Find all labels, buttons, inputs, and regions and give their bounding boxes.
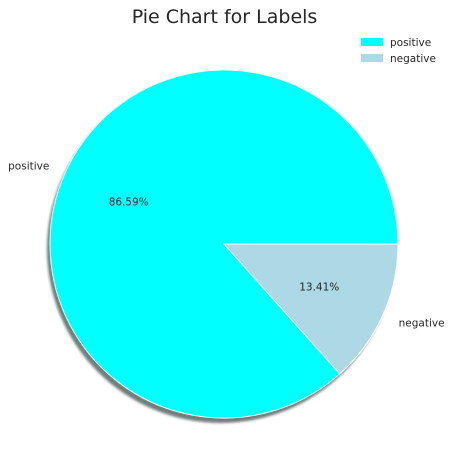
legend-label-negative: negative bbox=[390, 53, 436, 65]
pie-labels: positive 86.59% negative 13.41% bbox=[8, 161, 444, 330]
pie-slices bbox=[49, 69, 399, 419]
legend-swatch-positive bbox=[361, 38, 383, 46]
legend-label-positive: positive bbox=[390, 37, 431, 49]
legend-swatch-negative bbox=[361, 54, 383, 62]
slice-label-positive: positive bbox=[8, 161, 49, 173]
legend: positive negative bbox=[361, 37, 436, 65]
chart-title: Pie Chart for Labels bbox=[132, 6, 318, 28]
slice-percent-positive: 86.59% bbox=[109, 196, 149, 208]
pie-slice-negative bbox=[222, 243, 399, 375]
slice-percent-negative: 13.41% bbox=[299, 282, 339, 294]
slice-label-negative: negative bbox=[399, 317, 445, 329]
